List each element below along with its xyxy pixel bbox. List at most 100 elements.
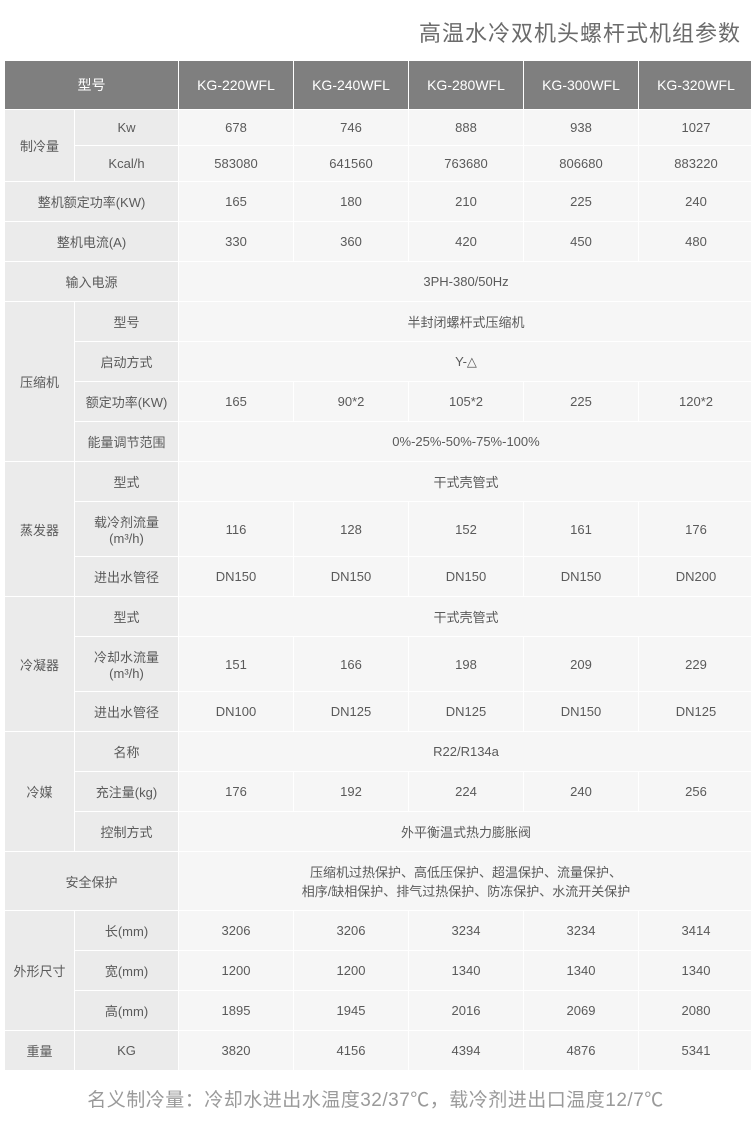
refrigerant-control-value: 外平衡温式热力膨胀阀 — [179, 812, 751, 852]
evaporator-type-value: 干式壳管式 — [179, 462, 751, 502]
compressor-label: 压缩机 — [5, 302, 75, 462]
cooling-label: 制冷量 — [5, 110, 75, 182]
refrigerant-charge-label: 充注量(kg) — [75, 772, 179, 812]
header-row: 型号 KG-220WFL KG-240WFL KG-280WFL KG-300W… — [5, 61, 751, 110]
data-cell: DN150 — [409, 557, 524, 597]
weight-unit-label: KG — [75, 1031, 179, 1071]
data-cell: 229 — [639, 637, 751, 692]
compressor-start-label: 启动方式 — [75, 342, 179, 382]
compressor-range-label: 能量调节范围 — [75, 422, 179, 462]
data-cell: 1945 — [294, 991, 409, 1031]
data-cell: DN125 — [409, 692, 524, 732]
table-row: 进出水管径 DN100 DN125 DN125 DN150 DN125 — [5, 692, 751, 732]
data-cell: 90*2 — [294, 382, 409, 422]
table-row: 载冷剂流量(m³/h) 116 128 152 161 176 — [5, 502, 751, 557]
page-title: 高温水冷双机头螺杆式机组参数 — [4, 12, 747, 60]
power-input-label: 输入电源 — [5, 262, 179, 302]
refrigerant-control-label: 控制方式 — [75, 812, 179, 852]
header-model: KG-220WFL — [179, 61, 294, 110]
header-model: KG-300WFL — [524, 61, 639, 110]
data-cell: 198 — [409, 637, 524, 692]
data-cell: DN200 — [639, 557, 751, 597]
power-input-value: 3PH-380/50Hz — [179, 262, 751, 302]
data-cell: 420 — [409, 222, 524, 262]
data-cell: 165 — [179, 382, 294, 422]
table-row: 压缩机 型号 半封闭螺杆式压缩机 — [5, 302, 751, 342]
data-cell: 450 — [524, 222, 639, 262]
refrigerant-name-value: R22/R134a — [179, 732, 751, 772]
footnote: 名义制冷量：冷却水进出水温度32/37℃，载冷剂进出口温度12/7℃ — [4, 1071, 747, 1112]
data-cell: 330 — [179, 222, 294, 262]
data-cell: 763680 — [409, 146, 524, 182]
data-cell: DN125 — [294, 692, 409, 732]
weight-label: 重量 — [5, 1031, 75, 1071]
evaporator-type-label: 型式 — [75, 462, 179, 502]
data-cell: 152 — [409, 502, 524, 557]
table-row: 冷媒 名称 R22/R134a — [5, 732, 751, 772]
table-row: 控制方式 外平衡温式热力膨胀阀 — [5, 812, 751, 852]
data-cell: 3234 — [409, 911, 524, 951]
data-cell: 120*2 — [639, 382, 751, 422]
data-cell: 746 — [294, 110, 409, 146]
header-model: KG-240WFL — [294, 61, 409, 110]
data-cell: 806680 — [524, 146, 639, 182]
data-cell: 3820 — [179, 1031, 294, 1071]
data-cell: 240 — [639, 182, 751, 222]
data-cell: 165 — [179, 182, 294, 222]
safety-label: 安全保护 — [5, 852, 179, 911]
data-cell: 4156 — [294, 1031, 409, 1071]
data-cell: 360 — [294, 222, 409, 262]
data-cell: 2080 — [639, 991, 751, 1031]
table-row: 整机额定功率(KW) 165 180 210 225 240 — [5, 182, 751, 222]
data-cell: 224 — [409, 772, 524, 812]
table-row: 进出水管径 DN150 DN150 DN150 DN150 DN200 — [5, 557, 751, 597]
data-cell: 151 — [179, 637, 294, 692]
data-cell: DN150 — [524, 692, 639, 732]
table-row: 输入电源 3PH-380/50Hz — [5, 262, 751, 302]
data-cell: 176 — [639, 502, 751, 557]
table-row: Kcal/h 583080 641560 763680 806680 88322… — [5, 146, 751, 182]
table-row: 启动方式 Y-△ — [5, 342, 751, 382]
spec-table: 型号 KG-220WFL KG-240WFL KG-280WFL KG-300W… — [4, 60, 751, 1071]
header-model-label: 型号 — [5, 61, 179, 110]
data-cell: 166 — [294, 637, 409, 692]
data-cell: 2016 — [409, 991, 524, 1031]
table-row: 能量调节范围 0%-25%-50%-75%-100% — [5, 422, 751, 462]
data-cell: 3414 — [639, 911, 751, 951]
table-row: 外形尺寸 长(mm) 3206 3206 3234 3234 3414 — [5, 911, 751, 951]
safety-line1: 压缩机过热保护、高低压保护、超温保护、流量保护、 — [310, 865, 622, 880]
data-cell: 3206 — [179, 911, 294, 951]
table-row: 安全保护 压缩机过热保护、高低压保护、超温保护、流量保护、 相序/缺相保护、排气… — [5, 852, 751, 911]
table-row: 整机电流(A) 330 360 420 450 480 — [5, 222, 751, 262]
data-cell: DN100 — [179, 692, 294, 732]
compressor-start-value: Y-△ — [179, 342, 751, 382]
header-model: KG-280WFL — [409, 61, 524, 110]
data-cell: 225 — [524, 382, 639, 422]
data-cell: 5341 — [639, 1031, 751, 1071]
data-cell: 192 — [294, 772, 409, 812]
data-cell: 1895 — [179, 991, 294, 1031]
condenser-pipe-label: 进出水管径 — [75, 692, 179, 732]
data-cell: 3234 — [524, 911, 639, 951]
refrigerant-name-label: 名称 — [75, 732, 179, 772]
table-row: 制冷量 Kw 678 746 888 938 1027 — [5, 110, 751, 146]
data-cell: 4394 — [409, 1031, 524, 1071]
data-cell: 240 — [524, 772, 639, 812]
data-cell: DN150 — [294, 557, 409, 597]
evaporator-pipe-label: 进出水管径 — [75, 557, 179, 597]
evaporator-label: 蒸发器 — [5, 462, 75, 597]
cooling-kcal-label: Kcal/h — [75, 146, 179, 182]
rated-power-label: 整机额定功率(KW) — [5, 182, 179, 222]
evaporator-flow-label: 载冷剂流量(m³/h) — [75, 502, 179, 557]
dimensions-label: 外形尺寸 — [5, 911, 75, 1031]
data-cell: 938 — [524, 110, 639, 146]
condenser-type-value: 干式壳管式 — [179, 597, 751, 637]
data-cell: 128 — [294, 502, 409, 557]
safety-value: 压缩机过热保护、高低压保护、超温保护、流量保护、 相序/缺相保护、排气过热保护、… — [179, 852, 751, 911]
refrigerant-label: 冷媒 — [5, 732, 75, 852]
table-row: 冷凝器 型式 干式壳管式 — [5, 597, 751, 637]
dimensions-length-label: 长(mm) — [75, 911, 179, 951]
data-cell: 4876 — [524, 1031, 639, 1071]
condenser-type-label: 型式 — [75, 597, 179, 637]
compressor-model-value: 半封闭螺杆式压缩机 — [179, 302, 751, 342]
